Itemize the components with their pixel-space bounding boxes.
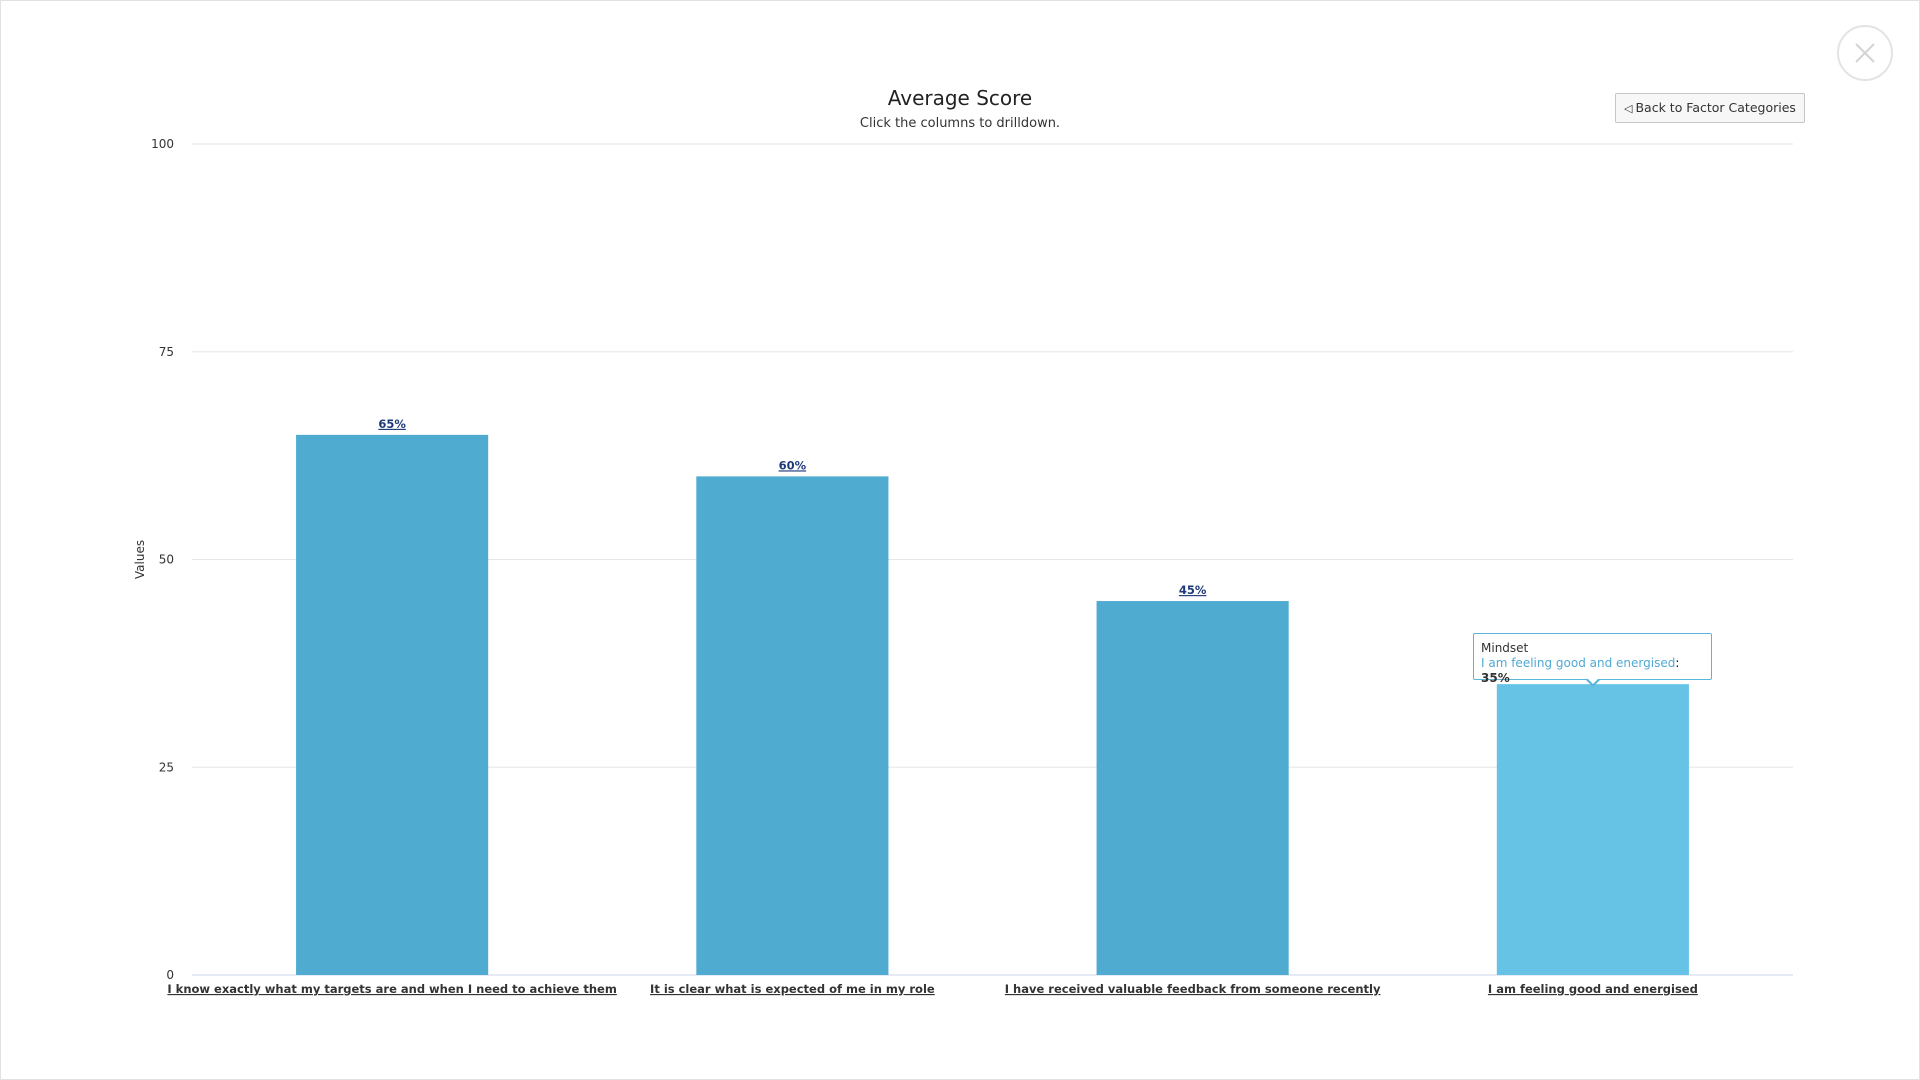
tooltip-separator: :	[1675, 656, 1680, 670]
tooltip-series: Mindset	[1481, 641, 1529, 655]
tooltip-point-value: 35%	[1481, 671, 1510, 685]
chart-subtitle: Click the columns to drilldown.	[859, 116, 1061, 131]
triangle-left-icon: ◁	[1624, 102, 1633, 115]
bar[interactable]	[696, 476, 889, 975]
x-tick-label[interactable]: I have received valuable feedback from s…	[1005, 982, 1381, 996]
tooltip-point-name: I am feeling good and energised	[1481, 656, 1676, 670]
y-tick-label: 100	[151, 137, 174, 151]
y-tick-label: 50	[159, 553, 174, 567]
tooltip: Mindset I am feeling good and energised:…	[1473, 633, 1712, 685]
tooltip-arrow-fill	[1587, 678, 1599, 684]
x-tick-label[interactable]: I am feeling good and energised	[1488, 982, 1698, 996]
bar[interactable]	[1496, 684, 1689, 975]
y-tick-label: 25	[159, 760, 174, 774]
data-label: 45%	[1179, 583, 1207, 597]
back-to-factor-categories-button[interactable]: ◁ Back to Factor Categories	[1615, 93, 1805, 123]
chart-title: Average Score	[887, 86, 1033, 110]
data-label: 60%	[779, 458, 807, 472]
data-label: 65%	[378, 417, 406, 431]
close-button[interactable]	[1837, 25, 1893, 81]
close-icon	[1855, 43, 1875, 63]
y-tick-label: 0	[166, 968, 174, 982]
x-tick-label[interactable]: I know exactly what my targets are and w…	[167, 982, 616, 996]
x-tick-label[interactable]: It is clear what is expected of me in my…	[650, 982, 935, 996]
y-axis-title: Values	[133, 540, 147, 579]
back-button-label: Back to Factor Categories	[1635, 100, 1796, 115]
bar[interactable]	[296, 434, 489, 976]
bar[interactable]	[1096, 601, 1289, 975]
y-tick-label: 75	[159, 345, 174, 359]
